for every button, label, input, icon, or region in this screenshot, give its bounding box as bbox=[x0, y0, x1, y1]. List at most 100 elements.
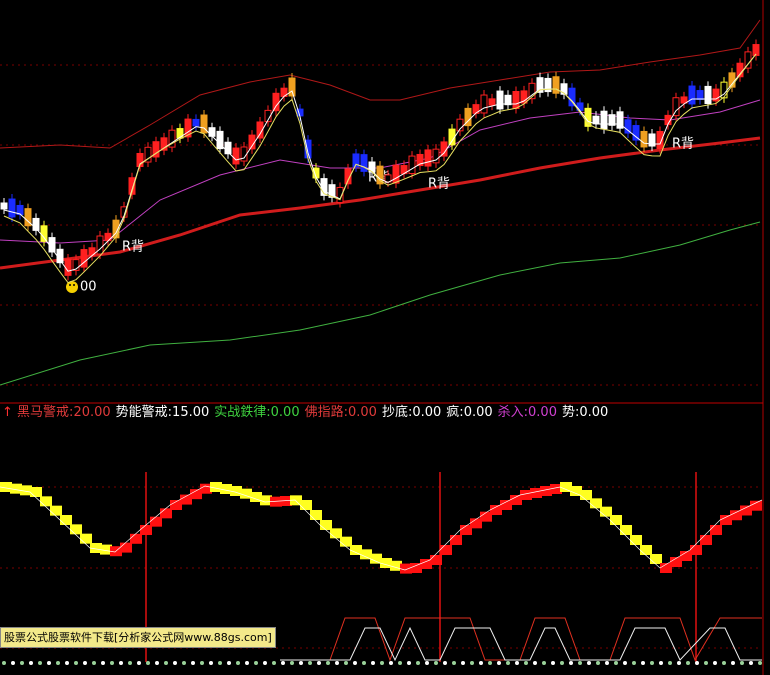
r-label: R背 bbox=[428, 177, 450, 192]
dot bbox=[380, 661, 384, 665]
smiley-label: 00 bbox=[80, 280, 97, 295]
step-block bbox=[530, 488, 542, 498]
candle-body bbox=[8, 198, 16, 218]
step-block bbox=[690, 545, 702, 555]
legend-value: 0.00 bbox=[463, 405, 493, 420]
step-block bbox=[210, 482, 222, 492]
candle-body bbox=[648, 133, 656, 147]
dot bbox=[533, 661, 537, 665]
dot bbox=[425, 661, 429, 665]
legend-item: 实战鉄律:0.00 bbox=[214, 405, 299, 420]
dot bbox=[704, 661, 708, 665]
legend-label: 杀入: bbox=[497, 405, 529, 420]
step-block bbox=[240, 488, 252, 499]
candle-body bbox=[160, 137, 168, 151]
candle-body bbox=[504, 94, 512, 106]
dot bbox=[245, 661, 249, 665]
dot bbox=[371, 661, 375, 665]
dot bbox=[272, 661, 276, 665]
dot bbox=[677, 661, 681, 665]
candles bbox=[0, 39, 760, 281]
ma-green bbox=[0, 221, 761, 386]
ma-thick bbox=[0, 136, 761, 270]
step-block bbox=[300, 500, 312, 510]
candle-body bbox=[40, 225, 48, 242]
dot bbox=[749, 661, 753, 665]
dot bbox=[497, 661, 501, 665]
step-block bbox=[640, 545, 652, 555]
candle-body bbox=[224, 141, 232, 155]
candle-body bbox=[512, 91, 520, 109]
step-block bbox=[740, 505, 752, 516]
dot bbox=[263, 661, 267, 665]
candle-body bbox=[408, 155, 416, 175]
lower-white-wave bbox=[280, 626, 762, 662]
dot bbox=[227, 661, 231, 665]
dot bbox=[686, 661, 690, 665]
candle-body bbox=[456, 118, 464, 132]
legend-item: 黑马警戒:20.00 bbox=[17, 405, 111, 420]
candle-body bbox=[216, 130, 224, 150]
dot bbox=[92, 661, 96, 665]
dot bbox=[416, 661, 420, 665]
step-block bbox=[450, 535, 462, 545]
candle-body bbox=[168, 129, 176, 148]
dot bbox=[731, 661, 735, 665]
step-block bbox=[90, 543, 102, 553]
step-block bbox=[340, 536, 352, 547]
dot bbox=[506, 661, 510, 665]
dot bbox=[191, 661, 195, 665]
dot bbox=[623, 661, 627, 665]
candle-body bbox=[208, 127, 216, 137]
candle-body bbox=[600, 110, 608, 130]
candle-body bbox=[488, 98, 496, 106]
candle-body bbox=[256, 121, 264, 139]
step-block bbox=[620, 525, 632, 535]
candle-body bbox=[0, 202, 8, 210]
legend-value: 20.00 bbox=[73, 405, 111, 420]
r-label: R背 bbox=[672, 137, 694, 152]
bottom-dots bbox=[2, 661, 762, 665]
dot bbox=[47, 661, 51, 665]
candle-body bbox=[80, 249, 88, 268]
dot bbox=[641, 661, 645, 665]
candle-body bbox=[568, 87, 576, 107]
dot bbox=[281, 661, 285, 665]
dot bbox=[542, 661, 546, 665]
legend-item: 杀入:0.00 bbox=[498, 405, 557, 420]
step-block bbox=[220, 484, 232, 494]
candle-body bbox=[616, 111, 624, 129]
step-block bbox=[600, 506, 612, 517]
smiley bbox=[66, 281, 78, 293]
step-block bbox=[230, 486, 242, 496]
candle-body bbox=[672, 97, 680, 117]
step-block bbox=[610, 515, 622, 525]
ma-yellow bbox=[3, 53, 757, 284]
dot bbox=[695, 661, 699, 665]
step-block bbox=[20, 485, 32, 496]
step-block bbox=[720, 515, 732, 525]
legend-label: 抄底: bbox=[381, 405, 413, 420]
step-block bbox=[120, 542, 132, 553]
step-block bbox=[480, 511, 492, 522]
candle-body bbox=[624, 119, 632, 134]
indicator-legend: ↑ 黑马警戒:20.00 势能警戒:15.00 实战鉄律:0.00 佛指路:0.00 抄… bbox=[2, 404, 613, 422]
legend-label: 佛指路: bbox=[304, 405, 348, 420]
dot bbox=[587, 661, 591, 665]
legend-value: 0.00 bbox=[348, 405, 377, 420]
dot bbox=[29, 661, 33, 665]
dot bbox=[317, 661, 321, 665]
step-line bbox=[0, 485, 763, 571]
step-block bbox=[140, 525, 152, 535]
step-block bbox=[540, 486, 552, 496]
candle-body bbox=[752, 44, 760, 56]
dot bbox=[173, 661, 177, 665]
step-block bbox=[670, 557, 682, 567]
dot bbox=[56, 661, 60, 665]
ma-white bbox=[3, 53, 757, 272]
candle-body bbox=[272, 92, 280, 112]
step-block bbox=[370, 553, 382, 564]
candle-body bbox=[264, 109, 272, 123]
dot bbox=[146, 661, 150, 665]
